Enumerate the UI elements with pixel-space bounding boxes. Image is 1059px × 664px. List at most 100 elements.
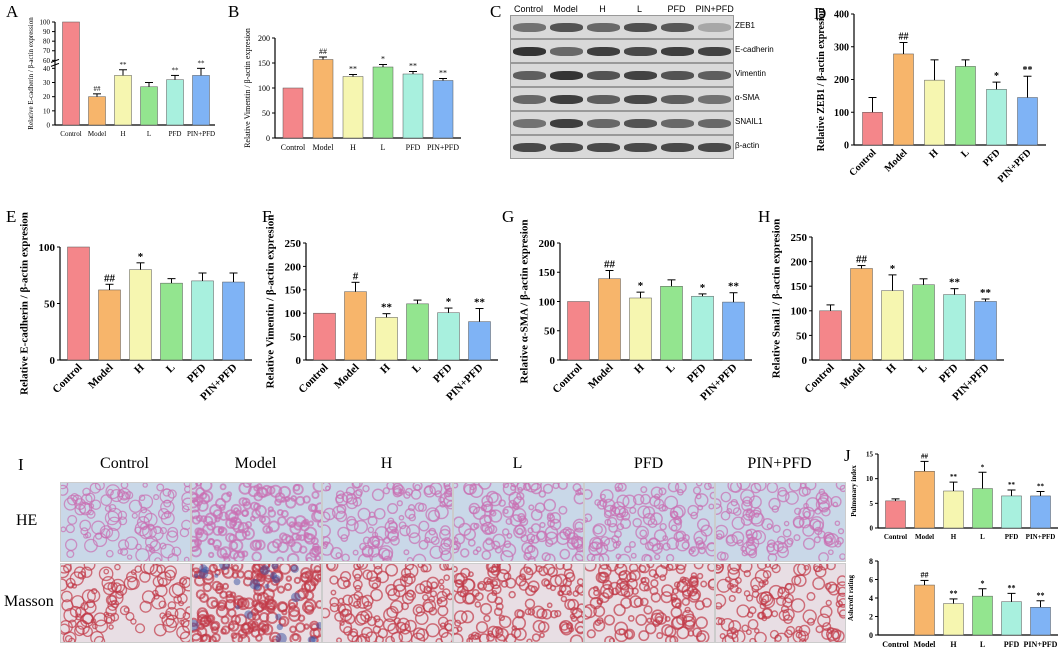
bar-l — [372, 66, 394, 139]
blot-band — [698, 70, 731, 80]
histology-tile — [453, 563, 584, 643]
y-tick-label: 0 — [802, 355, 808, 367]
significance-mark: * — [890, 263, 896, 275]
y-tick-label: 8 — [869, 557, 873, 566]
y-tick-label: 200 — [834, 75, 849, 86]
panel-a: A 0 10 20 30 40 60 70 80 90 100 Relative E-cadheri… — [0, 0, 251, 165]
bar-h — [943, 603, 964, 636]
blot-band — [587, 118, 620, 128]
y-tick-label: 10 — [866, 475, 874, 483]
bar-h — [943, 490, 964, 529]
blot-band — [661, 142, 694, 152]
histology-tile — [322, 482, 453, 562]
panel-e: E 0 50 100 Relative E-cadherin / β-actin ex… — [0, 205, 262, 440]
blot-lane-label: Model — [553, 4, 578, 14]
bar-l — [406, 303, 429, 361]
significance-mark: ## — [104, 272, 116, 284]
blot-row-label: ZEB1 — [735, 21, 756, 30]
bar-pin-pfd — [432, 80, 454, 139]
panel-f: F 0 50 100 150 200 250 Relative Vimentin / β-a… — [262, 205, 502, 440]
x-tick-label: H — [884, 361, 899, 376]
y-tick-label: 100 — [791, 306, 808, 318]
x-tick-label: Control — [550, 362, 584, 396]
x-tick-label: Model — [586, 362, 616, 392]
significance-mark: ## — [921, 452, 929, 460]
histology-tile — [322, 563, 453, 643]
chart-h: 0 50 100 150 200 250 Relative Snail1 / β-actin… — [770, 219, 1004, 403]
x-tick-label: H — [378, 361, 393, 376]
x-tick-label: PFD — [1005, 533, 1019, 541]
blot-band — [624, 142, 657, 152]
tissue-texture — [323, 483, 452, 561]
chart-j1: 0 5 10 15 Pulmonary index Control ## Model ** H * L… — [850, 450, 1058, 541]
bar-h — [342, 76, 364, 139]
bar-h — [114, 75, 132, 126]
significance-mark: ** — [950, 473, 958, 481]
blot-lane-label: H — [599, 4, 606, 14]
panel-b: B 0 50 100 150 200 Relative Vimentin / β-acti… — [220, 0, 475, 165]
y-tick-label: 0 — [47, 121, 51, 129]
y-tick-label: 30 — [43, 79, 51, 87]
axis-break-mark — [50, 58, 60, 63]
x-tick-label: L — [916, 362, 930, 376]
blot-row-label: α-SMA — [735, 93, 760, 102]
bar-pfd — [986, 89, 1007, 146]
histology-column-label: H — [380, 455, 393, 472]
x-tick-label: L — [381, 143, 386, 152]
panel-j1: J 0 5 10 15 Pulmonary index Control ## Model ** H… — [844, 446, 1059, 556]
blot-band — [550, 22, 583, 32]
x-tick-label: L — [959, 147, 972, 160]
tissue-texture — [585, 564, 714, 642]
blot-band — [550, 142, 583, 152]
chart-e: 0 50 100 Relative E-cadherin / β-actin expr… — [18, 212, 252, 403]
histology-tile — [453, 482, 584, 562]
western-blot: C Control Model H L PFD PIN+PFD ZEB1 E-cadheri… — [485, 0, 805, 170]
blot-band — [624, 94, 657, 104]
histology-column-label: Control — [100, 455, 149, 472]
y-tick-label: 0 — [296, 355, 302, 367]
bar-model — [914, 584, 935, 636]
bar-pfd — [943, 294, 966, 361]
blot-band — [661, 46, 694, 56]
tissue-texture — [585, 483, 714, 561]
tissue-texture — [61, 564, 190, 642]
blot-band — [624, 22, 657, 32]
x-tick-label: PIN+PFD — [427, 143, 459, 152]
blot-row-label: SNAIL1 — [735, 117, 763, 126]
panel-label-d: D — [814, 4, 827, 23]
bar-pin-pfd — [1030, 495, 1051, 529]
significance-mark: ## — [604, 258, 616, 270]
x-tick-label: Model — [86, 362, 116, 392]
x-tick-label: Control — [802, 362, 836, 396]
histology-row-label: Masson — [4, 593, 54, 610]
significance-mark: * — [446, 296, 452, 308]
panel-label-i: I — [18, 455, 24, 474]
blot-band — [624, 46, 657, 56]
x-tick-label: Model — [915, 533, 934, 541]
x-tick-label: Model — [914, 640, 937, 649]
bar-model — [850, 268, 873, 361]
bar-control — [862, 112, 883, 146]
y-tick-label: 90 — [43, 28, 51, 36]
x-tick-label: H — [632, 361, 647, 376]
significance-mark: ## — [94, 85, 102, 93]
blot-band — [587, 46, 620, 56]
panel-label-g: G — [502, 207, 515, 226]
bar-pfd — [691, 295, 714, 361]
histology-tile — [191, 482, 322, 562]
blot-lane-label: L — [636, 4, 642, 14]
x-tick-label: Model — [838, 362, 868, 392]
bar-l — [912, 284, 935, 361]
bar-pfd — [1001, 495, 1022, 529]
y-tick-label: 15 — [866, 450, 874, 458]
bar-pfd — [402, 73, 424, 139]
histology-row-label: HE — [16, 512, 38, 529]
y-tick-label: 2 — [869, 612, 873, 621]
significance-mark: ** — [381, 302, 393, 314]
histology-tile — [60, 563, 191, 643]
significance-mark: ** — [198, 59, 206, 67]
y-tick-label: 10 — [43, 107, 51, 115]
significance-mark: ** — [728, 281, 740, 293]
histology-tile — [191, 563, 322, 643]
